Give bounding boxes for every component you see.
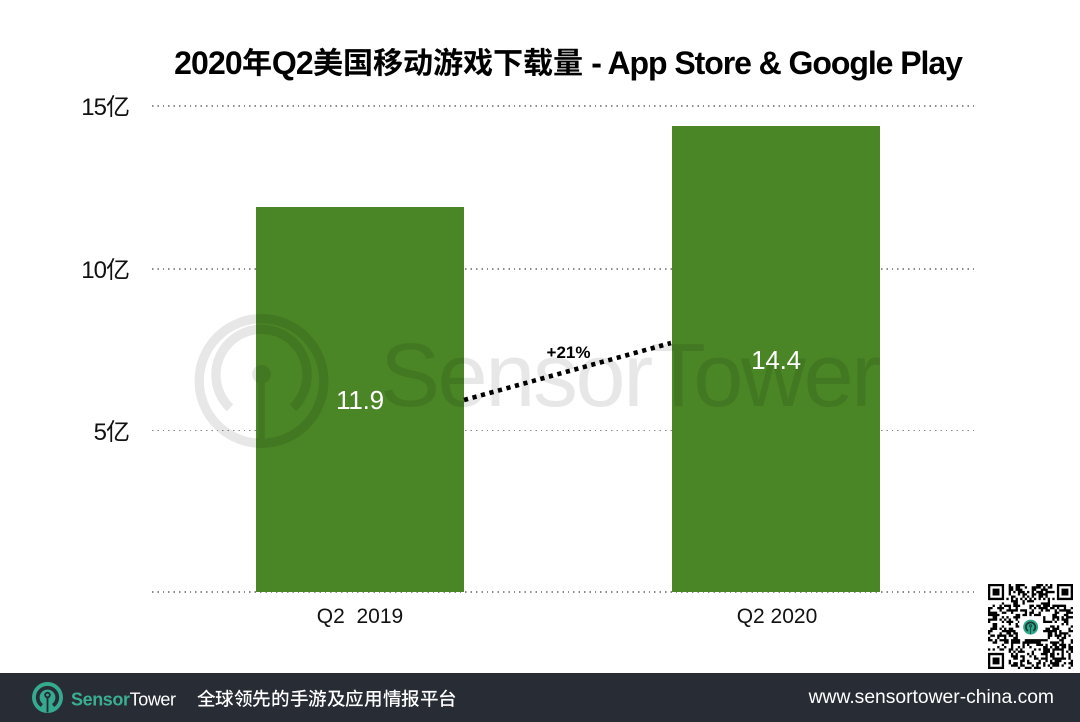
svg-text:SensorTower: SensorTower [380, 326, 880, 426]
svg-text:+21%: +21% [547, 343, 591, 362]
